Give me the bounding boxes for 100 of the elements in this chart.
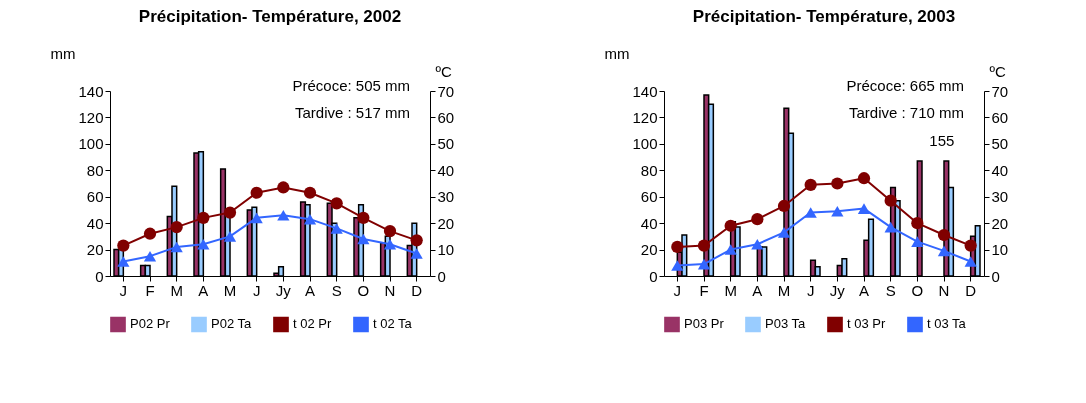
point	[751, 238, 764, 250]
point	[383, 224, 397, 238]
point	[223, 231, 237, 242]
y2-tick-label: 30	[437, 188, 455, 206]
x-tick-label: J	[673, 281, 682, 299]
point	[357, 233, 370, 245]
x-tick-label: M	[170, 281, 183, 299]
point	[383, 238, 397, 250]
point	[330, 197, 343, 210]
point	[937, 228, 951, 242]
y-tick-label: 40	[640, 214, 658, 232]
point	[804, 178, 817, 191]
legend-label: P02 Ta	[211, 316, 253, 332]
point	[777, 199, 791, 213]
x-tick-label: O	[357, 281, 370, 299]
y-axis-title: mm	[604, 44, 630, 62]
point	[804, 207, 817, 218]
point	[117, 256, 130, 267]
point	[197, 211, 210, 224]
point	[117, 239, 130, 252]
y-tick-label: 60	[640, 188, 658, 206]
point	[330, 223, 343, 234]
x-tick-label: A	[304, 281, 316, 299]
chart-title: Précipitation- Température, 2002	[138, 7, 402, 26]
point	[143, 227, 157, 240]
y-tick-label: 120	[632, 108, 658, 126]
point	[357, 211, 370, 224]
point	[964, 256, 977, 267]
y2-tick-label: 40	[991, 161, 1009, 179]
point	[884, 221, 897, 233]
x-tick-label: D	[411, 281, 423, 299]
x-tick-label: M	[777, 281, 791, 299]
y2-tick-label: 70	[991, 82, 1009, 100]
point	[671, 240, 684, 254]
y-tick-label: 0	[649, 267, 658, 285]
point	[697, 239, 711, 252]
y2-axis-title: ºC	[989, 62, 1006, 80]
y-tick-label: 140	[78, 82, 104, 100]
legend-label: t 03 Ta	[927, 316, 967, 332]
x-tick-label: F	[699, 281, 709, 299]
point	[911, 217, 924, 230]
point	[884, 194, 897, 207]
point	[250, 186, 263, 199]
point	[143, 250, 157, 262]
point	[911, 236, 924, 247]
x-tick-label: A	[198, 281, 209, 299]
text: 155	[929, 132, 955, 149]
chart-title: Précipitation- Température, 2003	[692, 7, 956, 26]
legend-label: P03 Pr	[684, 316, 725, 332]
y2-tick-label: 60	[991, 108, 1009, 126]
y2-tick-label: 30	[991, 188, 1009, 206]
point	[857, 203, 871, 214]
y-tick-label: 100	[632, 135, 658, 153]
x-tick-label: O	[911, 281, 924, 299]
y-axis-title: mm	[50, 44, 76, 62]
y2-tick-label: 40	[437, 161, 455, 179]
x-tick-label: Jy	[275, 281, 292, 299]
x-tick-label: A	[858, 281, 870, 299]
x-tick-label: S	[885, 281, 896, 299]
point	[303, 213, 317, 225]
y-tick-label: 20	[640, 241, 658, 259]
x-tick-label: N	[938, 281, 950, 299]
y-tick-label: 100	[78, 135, 104, 153]
point	[671, 260, 684, 271]
y2-tick-label: 10	[991, 241, 1009, 259]
annotation: Tardive : 710 mm	[848, 103, 964, 121]
y-tick-label: 140	[632, 82, 658, 100]
point	[937, 245, 951, 257]
point	[410, 248, 423, 259]
annotation: Précoce: 505 mm	[292, 77, 410, 94]
legend-label: t 03 Pr	[847, 316, 886, 332]
legend-label: t 02 Ta	[373, 316, 413, 332]
point	[964, 239, 977, 252]
y2-tick-label: 20	[991, 214, 1009, 232]
point	[751, 213, 764, 226]
point	[303, 186, 317, 199]
annotation: Précoce: 665 mm	[846, 77, 964, 94]
x-tick-label: S	[331, 281, 342, 299]
point	[831, 177, 844, 190]
x-tick-label: J	[119, 281, 128, 299]
y2-tick-label: 10	[437, 241, 455, 259]
legend-label: P03 Ta	[765, 316, 807, 332]
x-tick-label: F	[145, 281, 155, 299]
point	[724, 219, 737, 232]
y-tick-label: 40	[86, 214, 104, 232]
y-tick-label: 80	[640, 161, 658, 179]
x-tick-label: Jy	[829, 281, 846, 299]
legend-label: t 02 Pr	[293, 316, 332, 332]
x-tick-label: J	[252, 281, 261, 299]
y2-tick-label: 20	[437, 214, 455, 232]
point	[170, 241, 183, 253]
y-tick-label: 60	[86, 188, 104, 206]
y2-tick-label: 0	[991, 267, 1000, 285]
y-tick-label: 20	[86, 241, 104, 259]
legend-label: P02 Pr	[130, 316, 171, 332]
point	[250, 212, 263, 224]
point	[170, 221, 183, 234]
y2-axis-title: ºC	[435, 62, 452, 80]
point	[410, 234, 423, 247]
y-tick-label: 80	[86, 161, 104, 179]
